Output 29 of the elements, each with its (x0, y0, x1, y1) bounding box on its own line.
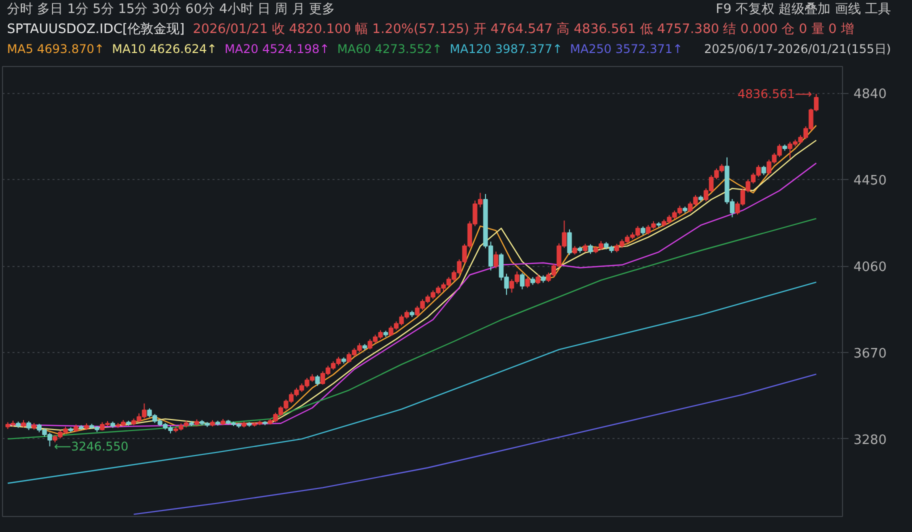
candlestick (536, 274, 540, 285)
line-series (7, 282, 817, 484)
annotation: ⟵3246.550 (54, 439, 128, 454)
chart-subtitle: 2026/01/21 收 4820.100 幅 1.20%(57.125) 开 4764.547 高 4836.561 低 4757.380 结 0.000 仓 0 量 0 增 (192, 22, 854, 37)
text: MA60 4273.552↑ (337, 42, 442, 56)
candlestick (525, 276, 530, 288)
y-tick-label: 3280 (854, 432, 887, 448)
text: MA20 4524.198↑ (224, 42, 330, 56)
annotation: 4836.561⟶ (738, 86, 812, 101)
y-tick-label: 4060 (854, 260, 887, 276)
text: MA5 4693.870↑ (7, 42, 104, 56)
y-tick-label: 3670 (854, 346, 887, 362)
candlestick (588, 244, 593, 254)
candlestick (494, 251, 498, 269)
text: 2025/06/17-2026/01/21(155日) (704, 41, 891, 58)
candlestick (567, 228, 572, 256)
text: MA10 4626.624↑ (112, 42, 217, 56)
text: MA250 3572.371↑ (570, 42, 683, 56)
chart-title: SPTAUUSDOZ.IDC[伦敦金现] (7, 22, 185, 37)
candlestick (761, 165, 766, 176)
candlestick (520, 272, 525, 290)
y-tick-label: 4840 (854, 87, 887, 102)
text: F9 不复权 超级叠加 画线 工具 (716, 1, 891, 19)
text: 分时 多日 1分 5分 15分 30分 60分 4小时 日 周 月 更多 (7, 1, 335, 19)
y-tick-label: 4450 (854, 174, 887, 189)
line-series (133, 374, 817, 515)
candlestick (315, 374, 320, 386)
line-series (7, 218, 817, 440)
text: MA120 3987.377↑ (450, 42, 562, 56)
